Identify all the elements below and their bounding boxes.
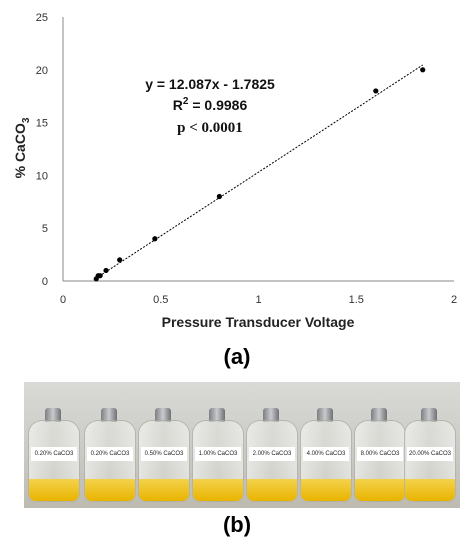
x-tick-labels: 0 0.5 1 1.5 2 bbox=[60, 294, 457, 306]
bottle-label: 8.00% CaCO3 bbox=[357, 447, 403, 461]
bottle-label: 0.20% CaCO3 bbox=[31, 447, 77, 461]
bottle-label: 0.50% CaCO3 bbox=[141, 447, 187, 461]
bottle-body: 0.50% CaCO3 bbox=[138, 420, 190, 502]
bottle-body: 20.00% CaCO3 bbox=[404, 420, 456, 502]
bottle-liquid bbox=[193, 479, 243, 501]
bottle-liquid bbox=[85, 479, 135, 501]
axes bbox=[62, 17, 454, 282]
bottle-label: 4.00% CaCO3 bbox=[303, 447, 349, 461]
data-point bbox=[103, 267, 109, 274]
bottle: 2.00% CaCO3 bbox=[246, 408, 298, 502]
bottle-body: 0.20% CaCO3 bbox=[84, 420, 136, 502]
bottle-body: 8.00% CaCO3 bbox=[354, 420, 406, 502]
data-point bbox=[97, 273, 103, 279]
bottle-body: 4.00% CaCO3 bbox=[300, 420, 352, 502]
y-tick-label: 5 bbox=[42, 223, 48, 235]
x-tick-label: 1.5 bbox=[349, 294, 364, 306]
equation-label: y = 12.087x - 1.7825 bbox=[145, 76, 275, 92]
bottle: 4.00% CaCO3 bbox=[300, 408, 352, 502]
bottle-label: 0.20% CaCO3 bbox=[87, 447, 133, 461]
bottle-cap bbox=[371, 408, 387, 422]
r-squared-label: R2 = 0.9986 bbox=[173, 96, 248, 113]
panel-a-label: (a) bbox=[223, 344, 251, 369]
bottle-cap bbox=[209, 408, 225, 422]
bottle: 0.20% CaCO3 bbox=[28, 408, 80, 502]
bottle-body: 1.00% CaCO3 bbox=[192, 420, 244, 502]
y-tick-label: 25 bbox=[36, 12, 48, 24]
bottle-body: 0.20% CaCO3 bbox=[28, 420, 80, 502]
bottle-liquid bbox=[139, 479, 189, 501]
data-points bbox=[93, 67, 426, 282]
bottle: 20.00% CaCO3 bbox=[404, 408, 456, 502]
bottle-cap bbox=[101, 408, 117, 422]
y-tick-label: 20 bbox=[36, 65, 48, 77]
bottle-liquid bbox=[405, 479, 455, 501]
data-point bbox=[216, 193, 222, 200]
x-tick-label: 0.5 bbox=[153, 294, 168, 306]
y-tick-label: 0 bbox=[42, 276, 48, 288]
bottle-liquid bbox=[247, 479, 297, 501]
data-point bbox=[117, 257, 123, 263]
bottle-cap bbox=[263, 408, 279, 422]
data-point bbox=[373, 88, 379, 94]
panel-b-label: (b) bbox=[222, 512, 252, 537]
bottle-liquid bbox=[301, 479, 351, 501]
bottle-body: 2.00% CaCO3 bbox=[246, 420, 298, 502]
bottle-liquid bbox=[29, 479, 79, 501]
bottles-photo: 0.20% CaCO3 0.20% CaCO3 0.50% CaCO3 1.00% C… bbox=[24, 382, 460, 508]
bottle-label: 20.00% CaCO3 bbox=[407, 447, 453, 461]
y-axis-title: % CaCO3 bbox=[12, 117, 32, 178]
bottle-cap bbox=[155, 408, 171, 422]
x-tick-label: 1 bbox=[255, 294, 261, 306]
data-point bbox=[420, 67, 426, 73]
y-tick-label: 15 bbox=[36, 118, 48, 130]
x-tick-label: 0 bbox=[60, 294, 66, 306]
bottle-cap bbox=[421, 408, 437, 422]
bottle-liquid bbox=[355, 479, 405, 501]
bottle: 0.20% CaCO3 bbox=[84, 408, 136, 502]
bottle-cap bbox=[317, 408, 333, 422]
bottle: 0.50% CaCO3 bbox=[138, 408, 190, 502]
data-point bbox=[152, 236, 158, 242]
p-value-label: p < 0.0001 bbox=[177, 120, 243, 136]
bottle-label: 2.00% CaCO3 bbox=[249, 447, 295, 461]
bottle-label: 1.00% CaCO3 bbox=[195, 447, 241, 461]
y-tick-labels: 0 5 10 15 20 25 bbox=[36, 12, 48, 288]
x-axis-title: Pressure Transducer Voltage bbox=[162, 314, 355, 330]
scatter-chart: 0 0.5 1 1.5 2 0 5 10 15 20 25 y = 12.087x - 1.782… bbox=[12, 12, 457, 330]
y-tick-label: 10 bbox=[36, 170, 48, 182]
trendline bbox=[95, 64, 423, 279]
bottle: 1.00% CaCO3 bbox=[192, 408, 244, 502]
bottle-cap bbox=[45, 408, 61, 422]
bottle: 8.00% CaCO3 bbox=[354, 408, 406, 502]
x-tick-label: 2 bbox=[451, 294, 457, 306]
